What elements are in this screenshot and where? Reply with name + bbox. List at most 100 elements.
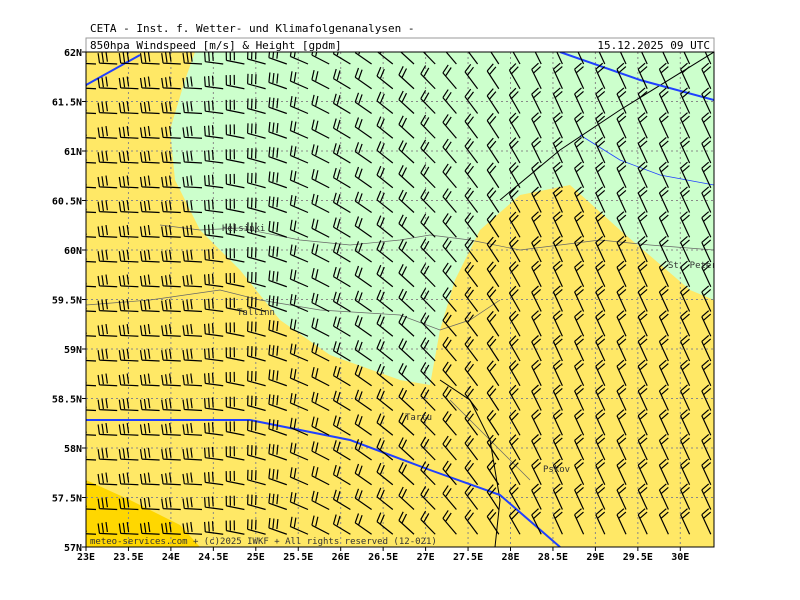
wind-barb (574, 235, 585, 263)
wind-barb (398, 264, 415, 288)
wind-barb (398, 66, 415, 90)
wind-barb (420, 164, 436, 189)
wind-barb (616, 161, 627, 189)
lat-label: 61N (64, 147, 82, 158)
wind-barb (161, 126, 181, 139)
wind-barb (118, 398, 139, 412)
wind-barb (464, 138, 479, 164)
wind-barb (420, 65, 436, 90)
wind-barb (247, 197, 266, 214)
wind-barb (464, 212, 479, 238)
wind-barb (118, 373, 139, 387)
wind-barb (204, 397, 224, 412)
wind-barb (508, 360, 521, 387)
wind-barb (531, 186, 542, 213)
wind-barb (268, 369, 288, 387)
wind-barb (508, 434, 521, 461)
wind-barb (701, 409, 712, 436)
wind-barb (508, 459, 521, 486)
wind-barb (86, 229, 97, 238)
wind-barb (442, 510, 457, 535)
wind-barb (332, 514, 351, 535)
wind-barb (531, 285, 542, 312)
wind-barb (204, 273, 224, 288)
wind-barb (376, 462, 394, 486)
wind-barb (247, 519, 266, 535)
wind-barb (552, 310, 563, 337)
wind-barb (225, 470, 245, 486)
wind-barb (204, 224, 224, 238)
lat-label: 57.5N (52, 494, 82, 505)
wind-barb (701, 112, 712, 139)
wind-barb (420, 90, 436, 114)
wind-barb (86, 278, 97, 288)
wind-barb (118, 299, 139, 313)
wind-barb (574, 211, 585, 238)
wind-barb (86, 501, 97, 511)
wind-barb (97, 76, 118, 90)
wind-barb (332, 291, 351, 313)
wind-barb (531, 112, 542, 139)
wind-barb (420, 461, 436, 486)
wind-barb (701, 483, 712, 510)
wind-barb (376, 413, 394, 436)
wind-barb (701, 260, 712, 288)
wind-barb (442, 138, 457, 164)
wind-barb (182, 398, 203, 412)
wind-barb (182, 299, 203, 313)
wind-barb (86, 179, 97, 189)
wind-barb (311, 416, 330, 436)
wind-barb (420, 387, 436, 411)
wind-barb (225, 248, 245, 263)
wind-barb (268, 245, 287, 263)
wind-barb (595, 260, 606, 288)
wind-barb (289, 294, 309, 313)
wind-barb (289, 492, 309, 511)
wind-barb (658, 87, 669, 114)
wind-barb (86, 452, 97, 461)
wind-barb (268, 517, 288, 535)
wind-barb (354, 166, 372, 189)
place-label: Tartu (405, 413, 432, 423)
place-label: St. Petersbg. (668, 261, 738, 271)
wind-barb (619, 52, 627, 65)
wind-barb (225, 52, 245, 65)
wind-barb (182, 76, 203, 90)
lon-label: 29E (586, 552, 604, 563)
lat-label: 62N (64, 48, 82, 59)
wind-barb (486, 88, 500, 114)
wind-barb (595, 359, 606, 387)
wind-barb (508, 508, 521, 535)
wind-barb (531, 434, 542, 461)
wind-barb (118, 274, 139, 288)
wind-barb (420, 486, 436, 510)
wind-barb (268, 295, 287, 313)
wind-barb (552, 359, 563, 387)
wind-barb (701, 235, 712, 263)
wind-barb (354, 265, 372, 288)
wind-barb (658, 458, 669, 486)
wind-barb (97, 52, 118, 65)
wind-barb (204, 75, 224, 90)
height-contour (559, 52, 714, 101)
wind-barb (680, 87, 691, 114)
wind-barb (552, 161, 563, 189)
wind-barb (552, 62, 563, 90)
wind-barb (464, 484, 479, 510)
wind-barb (701, 384, 712, 411)
wind-barb (118, 200, 139, 214)
wind-barb (311, 168, 330, 189)
wind-barb (118, 497, 139, 511)
wind-barb (574, 359, 585, 387)
wind-barb (531, 458, 542, 486)
wind-barb (97, 497, 118, 511)
wind-barb (225, 173, 245, 189)
wind-barb (595, 508, 606, 535)
wind-barb (225, 421, 245, 436)
wind-barb (616, 483, 627, 510)
wind-barb (595, 433, 606, 461)
wind-barb (680, 211, 691, 238)
wind-barb (247, 222, 266, 238)
wind-barb (420, 288, 436, 312)
coastline (159, 224, 714, 251)
